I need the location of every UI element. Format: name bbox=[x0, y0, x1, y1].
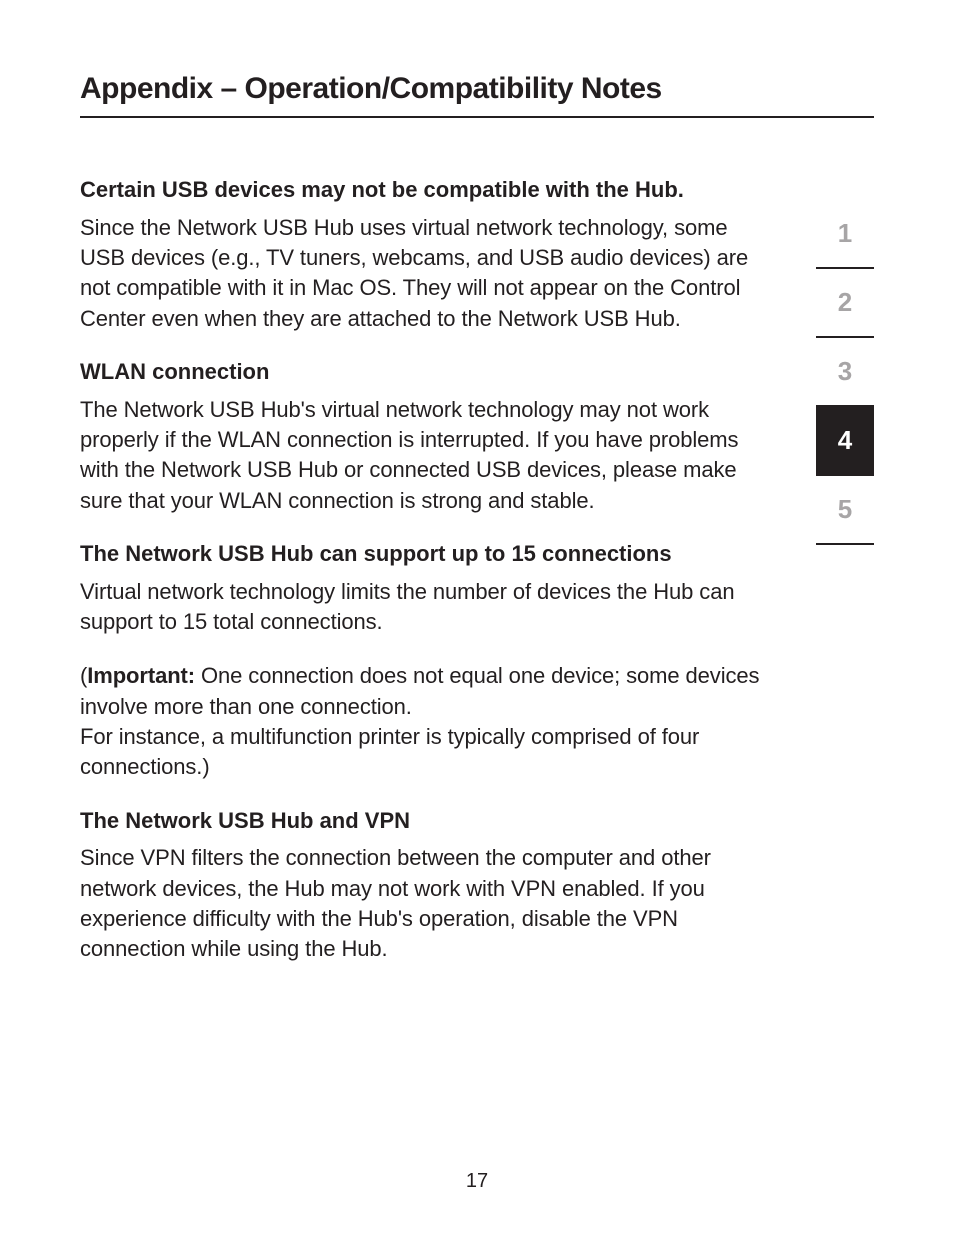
important-label: Important: bbox=[87, 663, 195, 688]
section-title-compatibility: Certain USB devices may not be compatibl… bbox=[80, 176, 760, 205]
section-body-connections: Virtual network technology limits the nu… bbox=[80, 577, 760, 638]
page-heading: Appendix – Operation/Compatibility Notes bbox=[80, 72, 874, 118]
nav-item-5[interactable]: 5 bbox=[816, 476, 874, 545]
section-title-vpn: The Network USB Hub and VPN bbox=[80, 807, 760, 836]
section-body-vpn: Since VPN filters the connection between… bbox=[80, 843, 760, 964]
important-continuation: For instance, a multifunction printer is… bbox=[80, 724, 699, 779]
section-title-wlan: WLAN connection bbox=[80, 358, 760, 387]
nav-item-2[interactable]: 2 bbox=[816, 269, 874, 338]
nav-item-3[interactable]: 3 bbox=[816, 338, 874, 407]
section-nav: 1 2 3 4 5 bbox=[816, 200, 874, 545]
nav-item-4[interactable]: 4 bbox=[816, 407, 874, 476]
section-title-connections: The Network USB Hub can support up to 15… bbox=[80, 540, 760, 569]
section-body-wlan: The Network USB Hub's virtual network te… bbox=[80, 395, 760, 516]
content-area: Certain USB devices may not be compatibl… bbox=[80, 176, 760, 965]
nav-item-1[interactable]: 1 bbox=[816, 200, 874, 269]
section-body-compatibility: Since the Network USB Hub uses virtual n… bbox=[80, 213, 760, 334]
important-note: (Important: One connection does not equa… bbox=[80, 661, 760, 782]
page-number: 17 bbox=[0, 1170, 954, 1193]
